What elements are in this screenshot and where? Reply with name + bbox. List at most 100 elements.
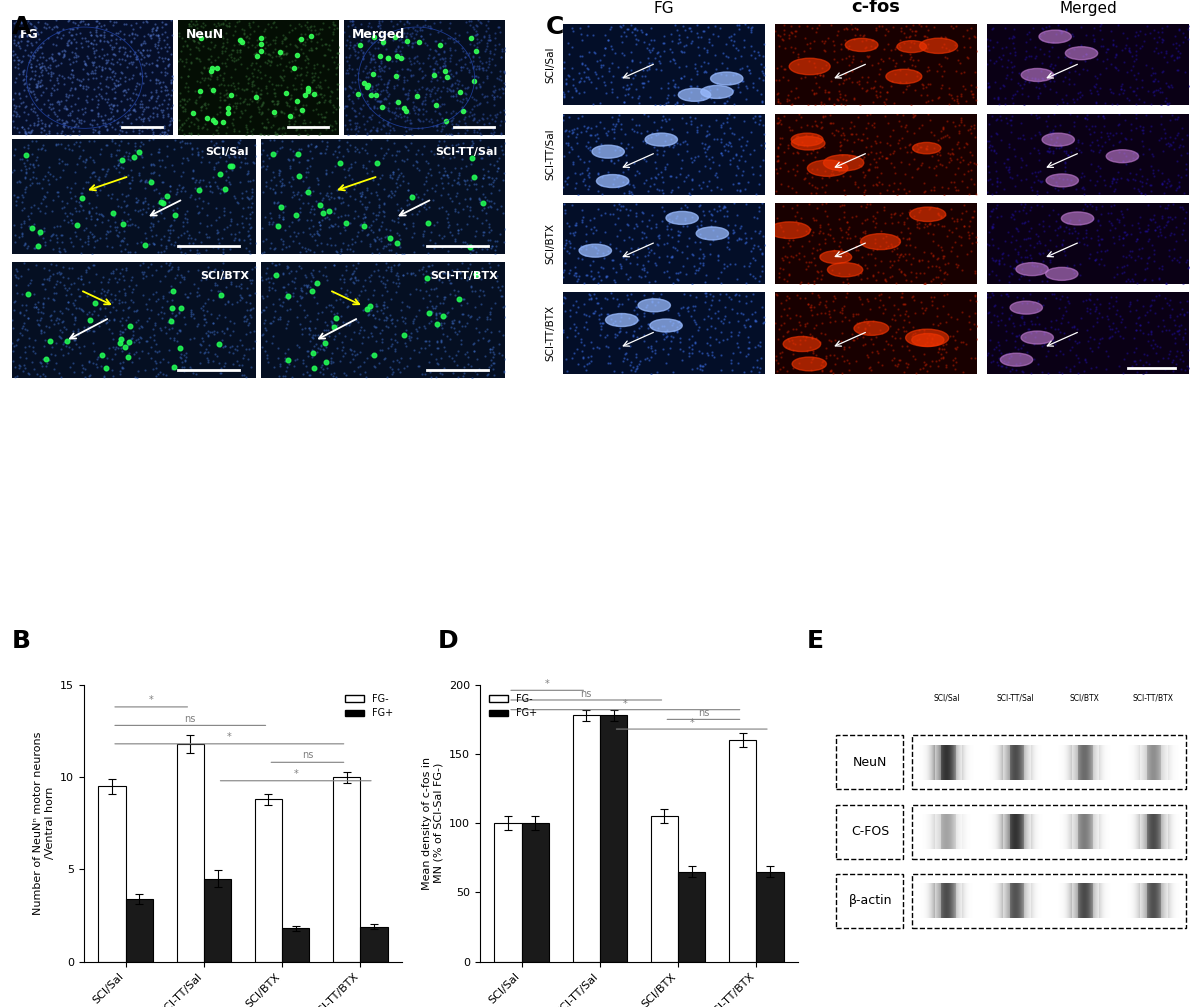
Point — [85, 64, 104, 81]
Bar — [1096, 815, 1098, 849]
Point — [58, 156, 77, 172]
Point — [896, 75, 916, 91]
Point — [288, 67, 307, 84]
Point — [947, 259, 966, 275]
Point — [563, 78, 582, 94]
Point — [604, 130, 623, 146]
Point — [55, 127, 74, 143]
Point — [256, 312, 275, 328]
Point — [593, 169, 612, 185]
Point — [484, 46, 503, 62]
Point — [468, 120, 487, 136]
Point — [475, 43, 494, 59]
Point — [7, 189, 26, 205]
Point — [1100, 81, 1120, 97]
Point — [689, 251, 708, 267]
Point — [320, 117, 340, 133]
Point — [115, 43, 134, 59]
Point — [935, 271, 954, 287]
Point — [748, 210, 767, 227]
Point — [1028, 164, 1048, 180]
Point — [186, 191, 205, 207]
Point — [886, 57, 905, 74]
Point — [97, 314, 116, 330]
Point — [418, 182, 437, 198]
Point — [895, 267, 914, 283]
Point — [119, 119, 138, 135]
Bar — [1174, 815, 1176, 849]
Bar — [935, 745, 936, 779]
Point — [1030, 109, 1049, 125]
Point — [284, 37, 304, 53]
Point — [1068, 349, 1087, 366]
Point — [803, 161, 822, 177]
Point — [1172, 120, 1192, 136]
Bar — [1182, 745, 1184, 779]
Point — [632, 24, 652, 40]
Bar — [1078, 745, 1080, 779]
Bar — [1130, 815, 1132, 849]
Bar — [678, 872, 706, 962]
Point — [265, 195, 284, 211]
Point — [1072, 37, 1091, 53]
Point — [296, 357, 316, 374]
Point — [388, 225, 407, 241]
Point — [886, 275, 905, 291]
Point — [376, 32, 395, 48]
Point — [1169, 109, 1188, 125]
Point — [162, 76, 181, 92]
Point — [611, 28, 630, 44]
Point — [281, 108, 300, 124]
Point — [132, 111, 151, 127]
Point — [198, 344, 217, 361]
Point — [42, 51, 61, 67]
Point — [415, 96, 434, 112]
Point — [1102, 197, 1121, 213]
Point — [398, 174, 418, 190]
Point — [358, 227, 377, 243]
Point — [337, 62, 356, 79]
Point — [452, 77, 472, 93]
Point — [830, 304, 850, 320]
Point — [107, 71, 126, 88]
Point — [820, 306, 839, 322]
Point — [454, 305, 473, 321]
Point — [1052, 366, 1072, 382]
Point — [274, 45, 293, 61]
Point — [1145, 253, 1164, 269]
Bar — [1148, 815, 1150, 849]
Bar — [919, 815, 920, 849]
Point — [180, 18, 199, 34]
Point — [362, 245, 382, 261]
Point — [1133, 71, 1152, 88]
Point — [254, 302, 274, 318]
Point — [554, 323, 574, 339]
Point — [208, 139, 227, 155]
Point — [1170, 137, 1189, 153]
Point — [173, 117, 192, 133]
Point — [577, 69, 596, 86]
Point — [652, 182, 671, 198]
Point — [1164, 141, 1183, 157]
Point — [644, 341, 664, 357]
Point — [286, 69, 305, 86]
Point — [1025, 239, 1044, 255]
Point — [1172, 227, 1192, 243]
Point — [361, 19, 380, 35]
Point — [445, 34, 464, 50]
Point — [566, 180, 586, 196]
Point — [391, 302, 410, 318]
Point — [187, 111, 206, 127]
Point — [329, 189, 348, 205]
Point — [58, 101, 77, 117]
Point — [1116, 131, 1135, 147]
Point — [346, 66, 365, 83]
Bar — [1067, 745, 1068, 779]
Point — [181, 13, 200, 29]
Point — [899, 29, 918, 45]
Point — [818, 226, 838, 242]
Point — [836, 65, 856, 82]
Point — [659, 254, 678, 270]
Bar — [1164, 745, 1165, 779]
Point — [557, 76, 576, 92]
